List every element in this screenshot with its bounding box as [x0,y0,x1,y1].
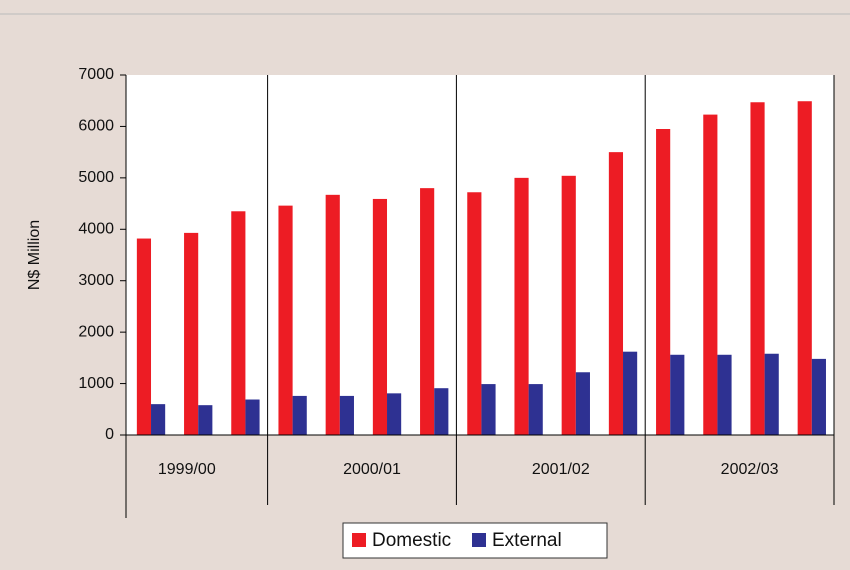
bar [764,353,779,435]
bar [198,405,213,435]
bar [623,351,638,435]
legend-swatch [472,533,486,547]
bar [420,188,435,435]
legend-swatch [352,533,366,547]
bar [750,102,765,435]
bar [608,152,624,435]
y-tick-label: 3000 [78,272,114,289]
bar [184,232,199,435]
group-label: 2000/01 [343,461,401,478]
bar [656,129,671,435]
bar [797,101,812,435]
bar [481,384,496,435]
bar [575,372,590,435]
bar [151,404,166,435]
bar [387,393,402,435]
bar [278,205,293,435]
group-label: 2002/03 [721,461,779,478]
legend-label: Domestic [372,530,451,551]
group-label: 1999/00 [158,461,216,478]
bar [514,177,529,435]
bar [811,358,826,435]
y-tick-label: 1000 [78,375,114,392]
y-tick-label: 5000 [78,169,114,186]
bar [245,399,260,435]
bar [670,354,685,435]
y-tick-label: 0 [105,426,114,443]
bar [717,354,732,435]
bar [231,211,246,435]
group-label: 2001/02 [532,461,590,478]
y-tick-label: 2000 [78,323,114,340]
bar [528,384,543,435]
bar [372,198,388,435]
y-axis-label: N$ Million [26,220,43,290]
y-tick-label: 6000 [78,118,114,135]
bar [467,192,482,435]
bar [561,175,576,436]
bar [434,388,449,435]
bar [339,395,354,435]
legend-label: External [492,530,562,551]
y-tick-label: 4000 [78,221,114,238]
y-tick-label: 7000 [78,66,114,83]
bar [136,238,152,435]
bar [703,114,718,435]
bar [292,395,307,435]
bar [325,194,340,435]
